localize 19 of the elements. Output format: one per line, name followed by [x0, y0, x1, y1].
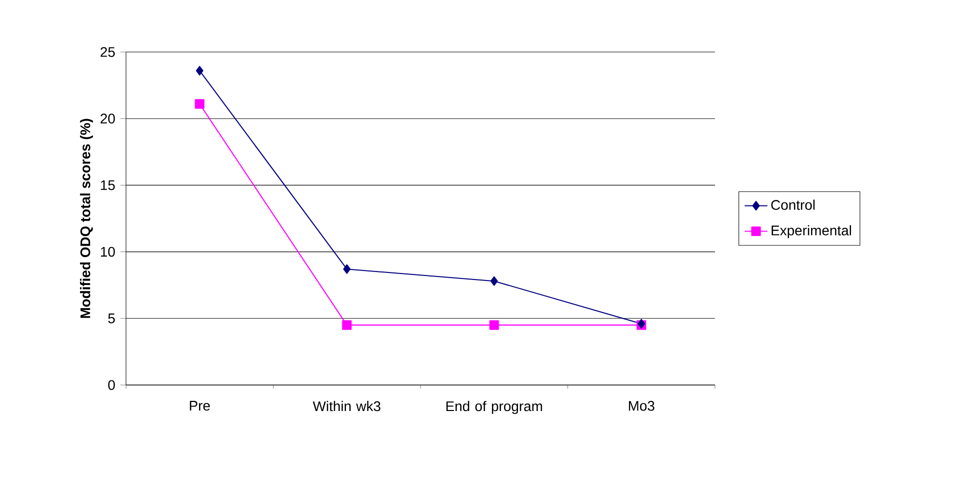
x-tick-label: End of program [446, 400, 542, 414]
x-tick-label: Within wk3 [312, 400, 380, 412]
point [342, 320, 352, 330]
y-tick-label: 0 [108, 380, 115, 390]
x-tick-label: Pre [190, 400, 210, 411]
point [196, 66, 204, 76]
x-tick-label: Mo3 [628, 400, 654, 411]
point [489, 320, 499, 330]
point [490, 276, 498, 286]
y-tick-label: 25 [100, 47, 115, 57]
y-axis-title: Modified ODQ total scores (%) [80, 118, 94, 318]
y-tick-label: 15 [100, 180, 115, 190]
y-tick-label: 20 [100, 114, 115, 124]
y-tick-label: 5 [108, 314, 115, 324]
y-tick-label: 10 [100, 246, 115, 257]
legend-label: Control [771, 200, 815, 210]
point [194, 99, 204, 109]
legend-label: Experimental [772, 225, 852, 238]
point [343, 264, 351, 274]
